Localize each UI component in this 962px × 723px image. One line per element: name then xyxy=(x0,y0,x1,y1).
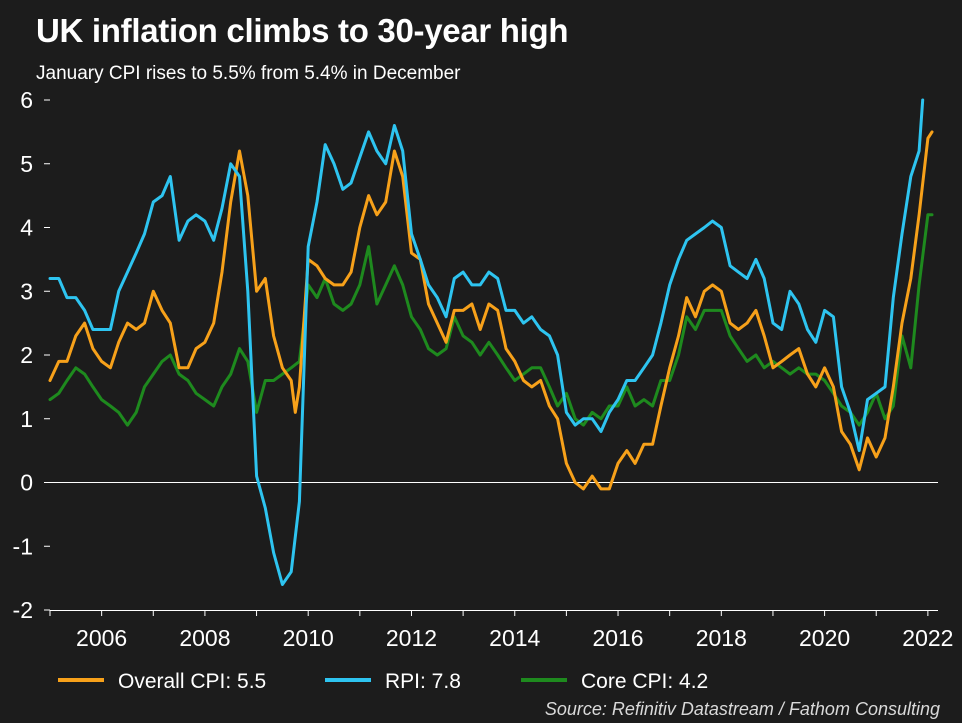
chart-title: UK inflation climbs to 30-year high xyxy=(36,12,569,49)
y-tick-label: -2 xyxy=(13,597,33,623)
x-tick-label: 2016 xyxy=(592,625,643,651)
y-tick-label: 6 xyxy=(20,87,33,113)
series-line-core-cpi xyxy=(48,213,934,427)
x-tick-label: 2008 xyxy=(179,625,230,651)
x-tick-label: 2012 xyxy=(386,625,437,651)
y-tick-label: 4 xyxy=(20,215,33,241)
legend: Overall CPI: 5.5 RPI: 7.8 Core CPI: 4.2 xyxy=(58,670,708,693)
chart-subtitle: January CPI rises to 5.5% from 5.4% in D… xyxy=(36,63,461,84)
y-tick-label: 0 xyxy=(20,470,33,496)
x-tick-label: 2020 xyxy=(799,625,850,651)
x-tick-label: 2010 xyxy=(283,625,334,651)
y-axis-ticks xyxy=(44,99,50,611)
source-note: Source: Refinitiv Datastream / Fathom Co… xyxy=(544,699,940,719)
y-tick-label: 5 xyxy=(20,151,33,177)
x-axis-labels: 2006 2008 2010 2012 2014 2016 2018 2020 2022 xyxy=(76,625,953,651)
y-tick-label: 3 xyxy=(20,278,33,304)
legend-label: Core CPI: 4.2 xyxy=(581,670,708,693)
y-axis-labels: 6 5 4 3 2 1 0 -1 -2 xyxy=(13,87,34,623)
series-lines xyxy=(48,98,934,586)
legend-label: Overall CPI: 5.5 xyxy=(118,670,266,693)
series-line-overall-cpi xyxy=(48,130,934,491)
x-tick-label: 2014 xyxy=(489,625,540,651)
x-tick-label: 2006 xyxy=(76,625,127,651)
legend-label: RPI: 7.8 xyxy=(385,670,461,693)
y-tick-label: 1 xyxy=(20,406,33,432)
series-line-rpi xyxy=(48,98,925,586)
x-tick-label: 2018 xyxy=(696,625,747,651)
x-axis-ticks xyxy=(49,610,929,616)
x-tick-label: 2022 xyxy=(902,625,953,651)
y-tick-label: 2 xyxy=(20,342,33,368)
y-tick-label: -1 xyxy=(13,533,33,559)
